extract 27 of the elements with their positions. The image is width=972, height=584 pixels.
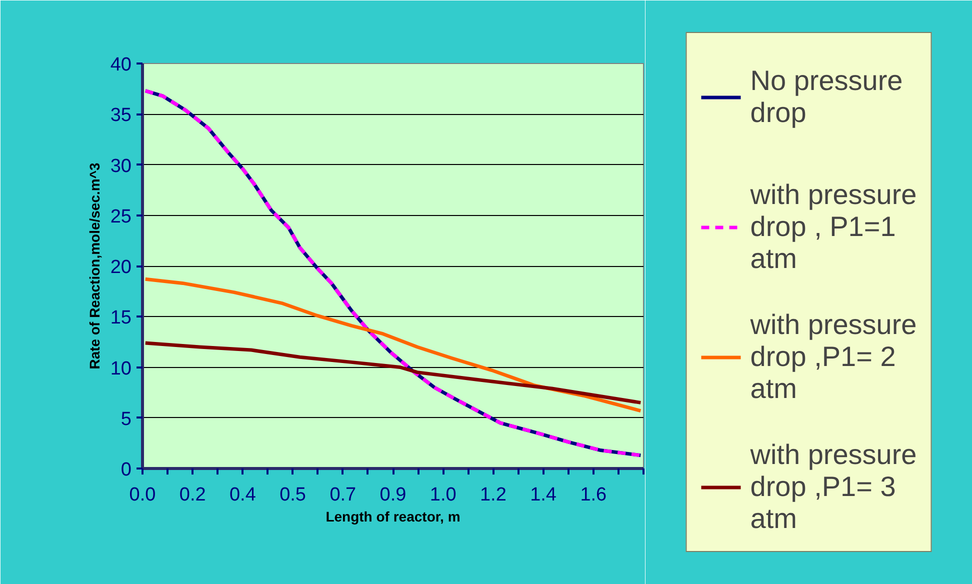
x-tick-label: 1.0 [430, 484, 456, 506]
x-tick-label: 0.9 [380, 484, 406, 506]
y-tick-label: 35 [110, 105, 132, 126]
x-tick-label: 0.4 [229, 484, 256, 506]
y-tick-label: 5 [120, 408, 132, 430]
x-tick-label: 0.0 [129, 484, 156, 506]
y-tick-label: 15 [110, 308, 132, 329]
x-tick-label: 1.2 [480, 484, 506, 506]
legend-label: with pressure drop , P1=1 atm [750, 178, 917, 276]
line-series [144, 277, 642, 413]
x-axis-title: Length of reactor, m [326, 508, 460, 524]
y-tick-label: 10 [110, 358, 132, 380]
y-tick-label: 20 [110, 257, 132, 278]
x-tick-label: 1.4 [530, 484, 557, 506]
x-tick-label: 1.6 [580, 484, 607, 506]
x-tick-label: 0.7 [330, 484, 356, 506]
y-tick-label: 0 [120, 460, 132, 480]
y-tick-label: 30 [110, 156, 132, 177]
legend-label: No pressure drop [750, 64, 903, 130]
y-axis-title: Rate of Reaction,mole/sec.m^3 [86, 162, 102, 370]
x-tick-label: 0.2 [179, 484, 206, 506]
y-tick-label: 40 [110, 54, 132, 76]
y-tick-label: 25 [110, 206, 132, 228]
legend-label: with pressure drop ,P1= 2 atm [750, 308, 917, 406]
x-tick-label: 0.5 [280, 484, 306, 506]
line-series [144, 341, 642, 404]
legend-label: with pressure drop ,P1= 3 atm [750, 438, 917, 536]
